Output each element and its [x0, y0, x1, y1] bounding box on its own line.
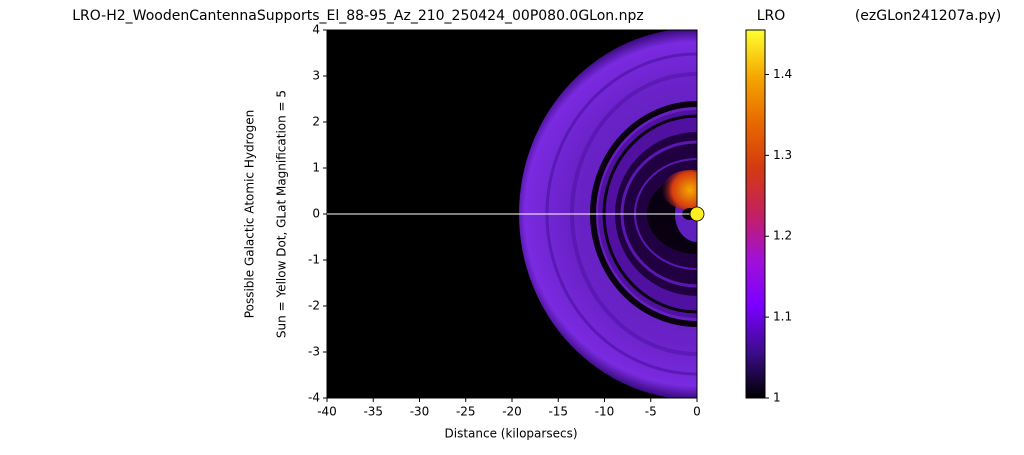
colorbar-tick-label: 1.1	[773, 310, 792, 324]
x-tick-label: -35	[363, 405, 383, 419]
y-tick-label: 2	[312, 115, 320, 129]
y-tick-label: -1	[308, 253, 320, 267]
colorbar-tick-label: 1.2	[773, 229, 792, 243]
colorbar-tick-label: 1	[773, 391, 781, 405]
x-tick-label: 0	[693, 405, 701, 419]
colorbar-tick-label: 1.4	[773, 67, 792, 81]
script-name: (ezGLon241207a.py)	[855, 8, 1001, 24]
y-tick-label: -2	[308, 299, 320, 313]
x-tick-label: -10	[595, 405, 615, 419]
y-axis-label: Sun = Yellow Dot, GLat Magnification = 5	[275, 90, 289, 338]
x-axis-label: Distance (kiloparsecs)	[445, 427, 578, 441]
x-tick-label: -20	[502, 405, 522, 419]
y-tick-label: -3	[308, 345, 320, 359]
x-tick-label: -30	[410, 405, 430, 419]
colorbar	[745, 29, 766, 399]
sun-dot	[689, 206, 705, 222]
y-tick-label: 0	[312, 207, 320, 221]
x-tick-label: -40	[317, 405, 337, 419]
y-tick-label: 3	[312, 69, 320, 83]
colorbar-tick-label: 1.3	[773, 148, 792, 162]
x-tick-label: -15	[548, 405, 568, 419]
chart-title: LRO-H2_WoodenCantennaSupports_El_88-95_A…	[72, 8, 643, 24]
y-tick-label: 4	[312, 23, 320, 37]
x-tick-label: -25	[456, 405, 476, 419]
x-tick-label: -5	[645, 405, 657, 419]
y-axis-label: Possible Galactic Atomic Hydrogen	[243, 110, 257, 318]
y-tick-label: 1	[312, 161, 320, 175]
y-tick-label: -4	[308, 391, 320, 405]
colorbar-title: LRO	[757, 8, 786, 24]
